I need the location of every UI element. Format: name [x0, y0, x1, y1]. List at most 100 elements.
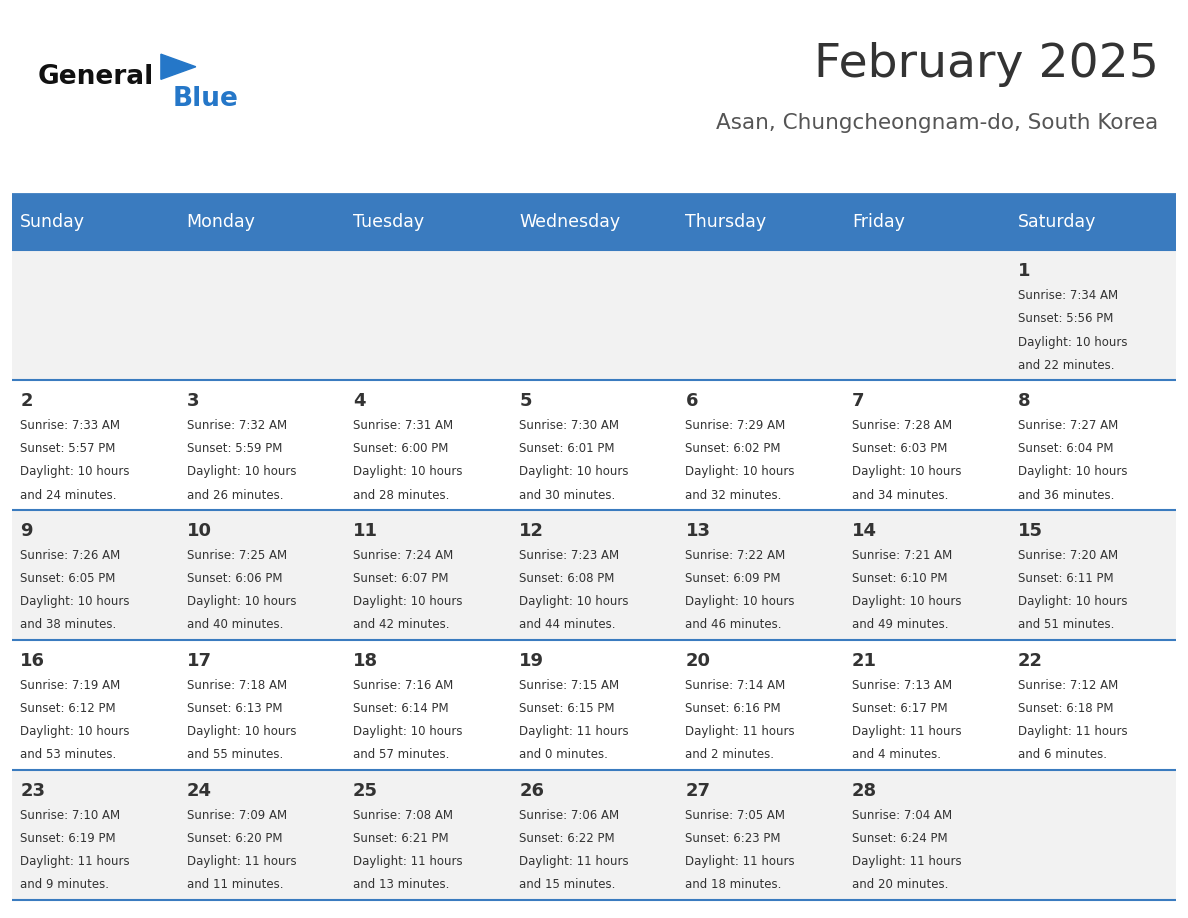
- Text: Sunrise: 7:18 AM: Sunrise: 7:18 AM: [187, 679, 286, 692]
- Text: Sunrise: 7:04 AM: Sunrise: 7:04 AM: [852, 809, 952, 822]
- Text: Sunrise: 7:25 AM: Sunrise: 7:25 AM: [187, 549, 286, 562]
- Text: Daylight: 10 hours: Daylight: 10 hours: [353, 595, 462, 609]
- Text: Sunset: 6:09 PM: Sunset: 6:09 PM: [685, 572, 781, 585]
- Text: Daylight: 10 hours: Daylight: 10 hours: [187, 595, 296, 609]
- Text: Sunset: 6:14 PM: Sunset: 6:14 PM: [353, 702, 448, 715]
- Text: 4: 4: [353, 392, 366, 409]
- Text: and 53 minutes.: and 53 minutes.: [20, 748, 116, 761]
- Text: Sunset: 6:10 PM: Sunset: 6:10 PM: [852, 572, 947, 585]
- Bar: [12, 251, 178, 380]
- Text: Daylight: 10 hours: Daylight: 10 hours: [519, 595, 628, 609]
- Text: Asan, Chungcheongnam-do, South Korea: Asan, Chungcheongnam-do, South Korea: [716, 114, 1158, 133]
- Text: Daylight: 11 hours: Daylight: 11 hours: [353, 856, 462, 868]
- Text: and 4 minutes.: and 4 minutes.: [852, 748, 941, 761]
- Text: Sunrise: 7:10 AM: Sunrise: 7:10 AM: [20, 809, 120, 822]
- Bar: [345, 640, 511, 770]
- Text: Daylight: 11 hours: Daylight: 11 hours: [685, 856, 795, 868]
- Text: Sunrise: 7:16 AM: Sunrise: 7:16 AM: [353, 679, 453, 692]
- Text: 24: 24: [187, 781, 211, 800]
- Text: Sunset: 6:19 PM: Sunset: 6:19 PM: [20, 832, 115, 845]
- Text: Sunrise: 7:15 AM: Sunrise: 7:15 AM: [519, 679, 619, 692]
- Bar: [178, 640, 345, 770]
- Text: Sunrise: 7:24 AM: Sunrise: 7:24 AM: [353, 549, 453, 562]
- Text: and 6 minutes.: and 6 minutes.: [1018, 748, 1107, 761]
- Text: Sunset: 6:18 PM: Sunset: 6:18 PM: [1018, 702, 1113, 715]
- Text: Daylight: 10 hours: Daylight: 10 hours: [20, 595, 129, 609]
- Text: 25: 25: [353, 781, 378, 800]
- Text: Daylight: 11 hours: Daylight: 11 hours: [20, 856, 129, 868]
- Text: Daylight: 10 hours: Daylight: 10 hours: [187, 725, 296, 738]
- Text: and 20 minutes.: and 20 minutes.: [852, 879, 948, 891]
- Text: Sunset: 6:17 PM: Sunset: 6:17 PM: [852, 702, 947, 715]
- Bar: [843, 640, 1010, 770]
- Text: Sunrise: 7:34 AM: Sunrise: 7:34 AM: [1018, 289, 1118, 302]
- Text: Daylight: 11 hours: Daylight: 11 hours: [852, 856, 961, 868]
- Text: Sunrise: 7:22 AM: Sunrise: 7:22 AM: [685, 549, 785, 562]
- Text: Sunset: 6:13 PM: Sunset: 6:13 PM: [187, 702, 282, 715]
- Bar: [1010, 510, 1176, 640]
- Text: Sunset: 6:22 PM: Sunset: 6:22 PM: [519, 832, 614, 845]
- Bar: [1010, 194, 1176, 251]
- Text: 19: 19: [519, 652, 544, 670]
- Bar: [178, 770, 345, 900]
- Text: and 51 minutes.: and 51 minutes.: [1018, 619, 1114, 632]
- Text: Daylight: 10 hours: Daylight: 10 hours: [20, 465, 129, 478]
- Bar: [178, 251, 345, 380]
- Text: 23: 23: [20, 781, 45, 800]
- Text: 22: 22: [1018, 652, 1043, 670]
- Text: Daylight: 11 hours: Daylight: 11 hours: [1018, 725, 1127, 738]
- Text: Daylight: 10 hours: Daylight: 10 hours: [1018, 335, 1127, 349]
- Text: Sunset: 6:11 PM: Sunset: 6:11 PM: [1018, 572, 1113, 585]
- Bar: [677, 640, 843, 770]
- Text: Sunset: 6:23 PM: Sunset: 6:23 PM: [685, 832, 781, 845]
- Text: and 32 minutes.: and 32 minutes.: [685, 488, 782, 501]
- Text: 6: 6: [685, 392, 699, 409]
- Bar: [12, 380, 178, 510]
- Bar: [12, 510, 178, 640]
- Text: and 24 minutes.: and 24 minutes.: [20, 488, 116, 501]
- Bar: [843, 770, 1010, 900]
- Text: and 57 minutes.: and 57 minutes.: [353, 748, 449, 761]
- Bar: [511, 770, 677, 900]
- Text: Daylight: 10 hours: Daylight: 10 hours: [20, 725, 129, 738]
- Bar: [12, 640, 178, 770]
- Text: Daylight: 10 hours: Daylight: 10 hours: [852, 595, 961, 609]
- Text: and 46 minutes.: and 46 minutes.: [685, 619, 782, 632]
- Text: and 15 minutes.: and 15 minutes.: [519, 879, 615, 891]
- Bar: [511, 251, 677, 380]
- Text: Sunset: 6:24 PM: Sunset: 6:24 PM: [852, 832, 947, 845]
- Text: Daylight: 10 hours: Daylight: 10 hours: [685, 465, 795, 478]
- Text: Daylight: 10 hours: Daylight: 10 hours: [519, 465, 628, 478]
- Text: Sunrise: 7:27 AM: Sunrise: 7:27 AM: [1018, 420, 1118, 432]
- Text: 21: 21: [852, 652, 877, 670]
- Text: Sunrise: 7:05 AM: Sunrise: 7:05 AM: [685, 809, 785, 822]
- Text: Sunset: 6:05 PM: Sunset: 6:05 PM: [20, 572, 115, 585]
- Text: Daylight: 10 hours: Daylight: 10 hours: [187, 465, 296, 478]
- Text: Daylight: 11 hours: Daylight: 11 hours: [685, 725, 795, 738]
- Bar: [511, 510, 677, 640]
- Text: Sunrise: 7:21 AM: Sunrise: 7:21 AM: [852, 549, 952, 562]
- Bar: [843, 251, 1010, 380]
- Text: and 44 minutes.: and 44 minutes.: [519, 619, 615, 632]
- Text: and 9 minutes.: and 9 minutes.: [20, 879, 109, 891]
- Text: 18: 18: [353, 652, 378, 670]
- Text: Thursday: Thursday: [685, 213, 766, 231]
- Bar: [178, 194, 345, 251]
- Polygon shape: [160, 54, 196, 79]
- Text: and 0 minutes.: and 0 minutes.: [519, 748, 608, 761]
- Text: 10: 10: [187, 521, 211, 540]
- Text: Daylight: 10 hours: Daylight: 10 hours: [353, 725, 462, 738]
- Text: Sunrise: 7:29 AM: Sunrise: 7:29 AM: [685, 420, 785, 432]
- Text: 17: 17: [187, 652, 211, 670]
- Bar: [677, 380, 843, 510]
- Text: Blue: Blue: [172, 86, 239, 112]
- Text: Sunrise: 7:28 AM: Sunrise: 7:28 AM: [852, 420, 952, 432]
- Text: 7: 7: [852, 392, 865, 409]
- Text: Sunset: 6:21 PM: Sunset: 6:21 PM: [353, 832, 448, 845]
- Bar: [677, 194, 843, 251]
- Text: Sunset: 6:07 PM: Sunset: 6:07 PM: [353, 572, 448, 585]
- Bar: [1010, 380, 1176, 510]
- Text: 26: 26: [519, 781, 544, 800]
- Text: Sunrise: 7:12 AM: Sunrise: 7:12 AM: [1018, 679, 1118, 692]
- Bar: [843, 194, 1010, 251]
